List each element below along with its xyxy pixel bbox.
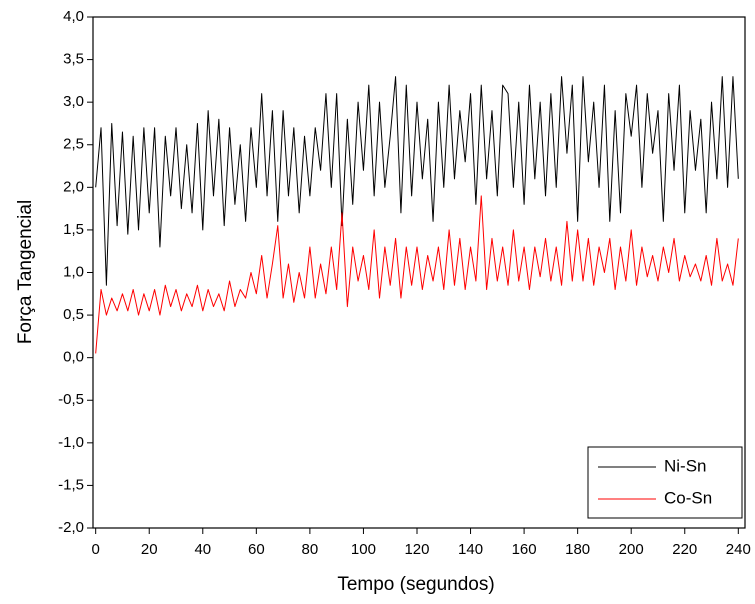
x-tick-label: 40 <box>194 541 211 558</box>
y-tick-label: -0,5 <box>58 391 84 408</box>
x-tick-label: 240 <box>726 541 751 558</box>
y-tick-label: 1,5 <box>63 221 84 238</box>
x-tick-label: 200 <box>619 541 644 558</box>
x-tick-label: 60 <box>248 541 265 558</box>
legend-box <box>587 446 743 519</box>
y-tick-label: 4,0 <box>63 8 84 25</box>
x-tick-label: 80 <box>302 541 319 558</box>
legend-label: Ni-Sn <box>664 456 707 475</box>
x-tick-label: 0 <box>92 541 100 558</box>
y-axis-title: Força Tangencial <box>15 200 36 344</box>
x-tick-label: 140 <box>458 541 483 558</box>
y-tick-label: 1,0 <box>63 263 84 280</box>
y-tick-label: 0,0 <box>63 349 84 366</box>
y-tick-label: 2,0 <box>63 178 84 195</box>
y-tick-label: 3,0 <box>63 93 84 110</box>
y-tick-label: -2,0 <box>58 519 84 536</box>
x-tick-label: 160 <box>512 541 537 558</box>
series-line <box>95 76 739 286</box>
x-tick-label: 100 <box>351 541 376 558</box>
y-tick-label: 0,5 <box>63 306 84 323</box>
y-tick-label: 3,5 <box>63 51 84 68</box>
x-axis-title: Tempo (segundos) <box>337 574 494 595</box>
y-tick-label: -1,5 <box>58 476 84 493</box>
legend-label: Co-Sn <box>664 488 712 507</box>
x-tick-label: 20 <box>141 541 158 558</box>
x-tick-label: 220 <box>672 541 697 558</box>
x-tick-label: 120 <box>404 541 429 558</box>
series-line <box>95 195 739 354</box>
x-tick-label: 180 <box>565 541 590 558</box>
plot-frame <box>92 16 746 529</box>
y-tick-label: 2,5 <box>63 136 84 153</box>
y-tick-label: -1,0 <box>58 434 84 451</box>
